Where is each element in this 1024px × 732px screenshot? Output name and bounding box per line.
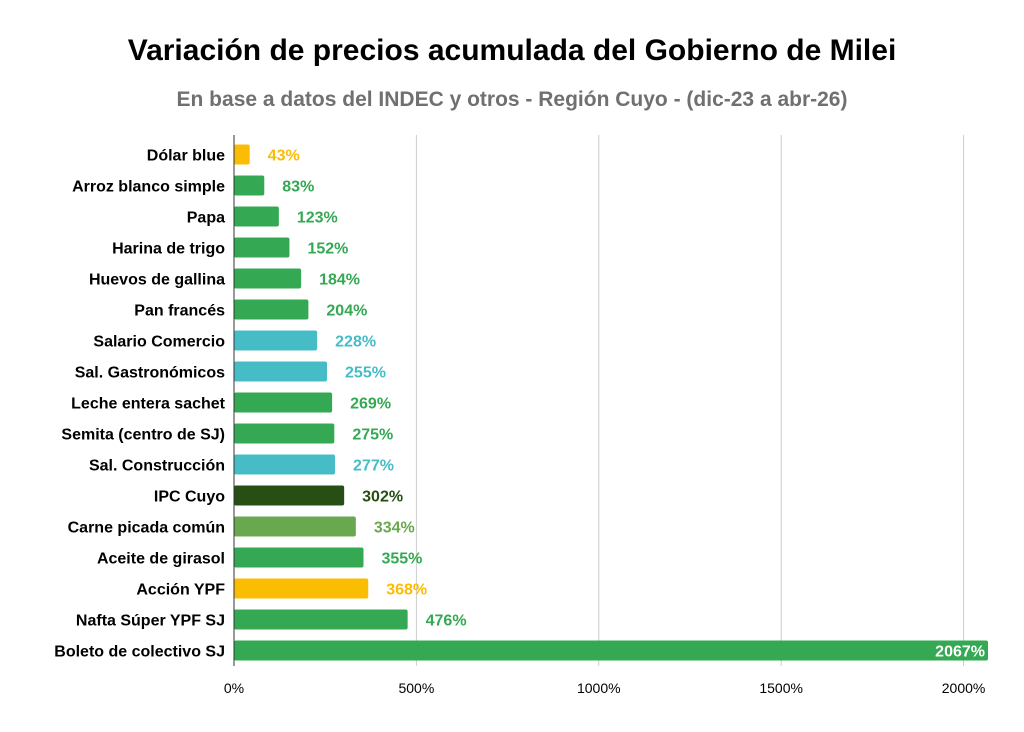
chart-subtitle: En base a datos del INDEC y otros - Regi…: [176, 88, 848, 111]
value-label: 2067%: [935, 644, 985, 661]
category-label: Dólar blue: [147, 148, 225, 165]
category-label: Papa: [187, 210, 225, 227]
value-label: 368%: [386, 582, 427, 599]
bar: [234, 144, 250, 165]
bar: [234, 361, 328, 382]
bar: [234, 547, 364, 568]
category-label: Semita (centro de SJ): [61, 427, 225, 444]
bar: [234, 423, 335, 444]
value-label: 269%: [350, 396, 391, 413]
value-label: 152%: [307, 241, 348, 258]
value-label: 123%: [297, 210, 338, 227]
category-label: Harina de trigo: [112, 241, 225, 258]
value-label: 275%: [352, 427, 393, 444]
bar: [234, 485, 345, 506]
category-label: Huevos de gallina: [89, 272, 225, 289]
bars: [234, 144, 988, 661]
x-tick-label: 1500%: [759, 680, 803, 696]
bar: [234, 299, 309, 320]
value-label: 255%: [345, 365, 386, 382]
category-label: Carne picada común: [68, 520, 225, 537]
value-label: 83%: [282, 179, 314, 196]
category-label: IPC Cuyo: [154, 489, 225, 506]
value-label: 277%: [353, 458, 394, 475]
category-label: Acción YPF: [136, 582, 225, 599]
value-label: 184%: [319, 272, 360, 289]
value-label: 355%: [381, 551, 422, 568]
category-labels: Dólar blue Arroz blanco simple Papa Harina …: [54, 148, 225, 661]
bar: [234, 206, 279, 227]
bar: [234, 609, 408, 630]
category-label: Leche entera sachet: [71, 396, 226, 413]
bar: [234, 237, 290, 258]
bar: [234, 578, 369, 599]
x-tick-label: 500%: [398, 680, 434, 696]
value-label: 228%: [335, 334, 376, 351]
bar: [234, 268, 302, 289]
value-label: 43%: [268, 148, 300, 165]
bar: [234, 175, 265, 196]
bar: [234, 330, 318, 351]
chart-title: Variación de precios acumulada del Gobie…: [127, 34, 897, 67]
value-label: 302%: [362, 489, 403, 506]
value-labels: 43% 83% 123% 152% 184% 204% 228% 255% 269% 275% 27…: [268, 148, 986, 661]
category-label: Sal. Construcción: [89, 458, 225, 475]
category-label: Arroz blanco simple: [72, 179, 225, 196]
x-tick-label: 2000%: [942, 680, 986, 696]
category-label: Aceite de girasol: [97, 551, 225, 568]
value-label: 334%: [374, 520, 415, 537]
category-label: Salario Comercio: [93, 334, 225, 351]
x-tick-labels: 0% 500% 1000% 1500% 2000%: [224, 680, 985, 696]
category-label: Sal. Gastronómicos: [75, 365, 225, 382]
value-label: 204%: [326, 303, 367, 320]
x-tick-label: 0%: [224, 680, 244, 696]
category-label: Pan francés: [134, 303, 225, 320]
value-label: 476%: [426, 613, 467, 630]
bar: [234, 640, 988, 661]
grid-lines: [415, 135, 965, 666]
category-label: Nafta Súper YPF SJ: [76, 613, 225, 630]
bar: [234, 516, 356, 537]
category-label: Boleto de colectivo SJ: [54, 644, 225, 661]
bar: [234, 454, 336, 475]
x-tick-label: 1000%: [577, 680, 621, 696]
bar: [234, 392, 333, 413]
